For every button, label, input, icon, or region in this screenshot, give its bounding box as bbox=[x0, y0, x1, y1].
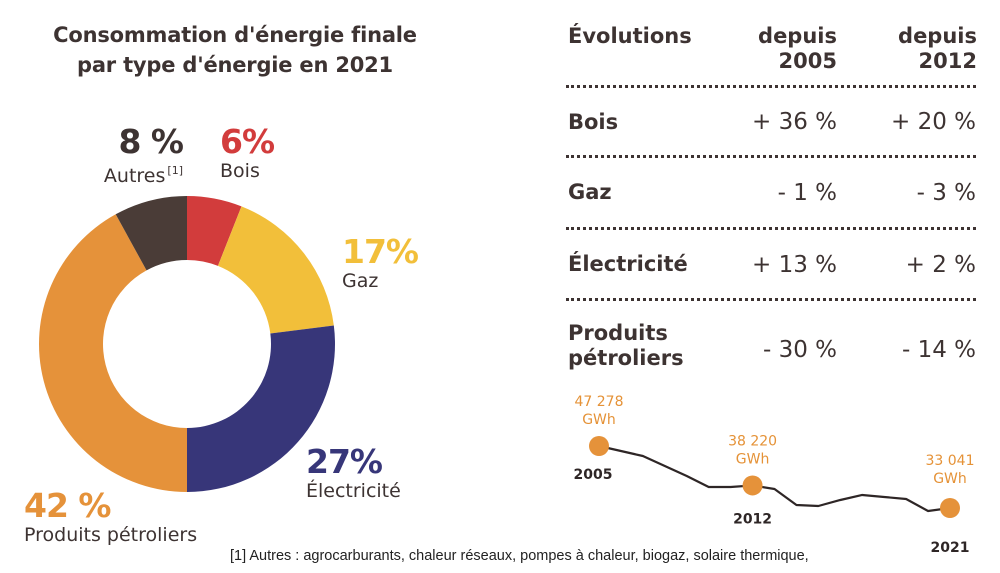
row-label-bois: Bois bbox=[568, 110, 619, 134]
unit-label-2021: GWh bbox=[933, 471, 967, 487]
pct-bois: 6% bbox=[220, 122, 275, 161]
year-label-2021: 2021 bbox=[931, 540, 970, 556]
donut-slice-bois bbox=[187, 196, 242, 266]
cell-produits-petroliers-2012: - 14 % bbox=[901, 337, 976, 363]
pct-electricite: 27% bbox=[306, 442, 383, 481]
label-autres: 8 % Autres [1] bbox=[88, 122, 184, 188]
table-header-since-2005: depuis 2005 bbox=[758, 24, 837, 73]
cell-electricite-2012: + 2 % bbox=[905, 252, 976, 278]
footnote-ref: [1] bbox=[167, 164, 183, 177]
pct-autres: 8 % bbox=[118, 122, 184, 161]
footnote: [1] Autres : agrocarburants, chaleur rés… bbox=[230, 548, 809, 564]
data-point-2012 bbox=[742, 475, 763, 496]
table-separator bbox=[566, 227, 976, 230]
row-label-gaz: Gaz bbox=[568, 180, 612, 204]
year-label-2012: 2012 bbox=[733, 511, 772, 527]
row-label-electricite: Électricité bbox=[568, 252, 688, 276]
value-label-2021: 33 041 bbox=[926, 453, 975, 469]
value-label-2005: 47 278 bbox=[575, 394, 624, 410]
cell-produits-petroliers-2005: - 30 % bbox=[762, 337, 837, 363]
name-autres: Autres [1] bbox=[103, 164, 183, 187]
table-separator bbox=[566, 85, 976, 88]
name-gaz: Gaz bbox=[342, 270, 379, 292]
donut-slice-autres bbox=[115, 196, 187, 271]
table-separator bbox=[566, 155, 976, 158]
chart-title-line-2: par type d'énergie en 2021 bbox=[77, 53, 393, 77]
chart-title-line-1: Consommation d'énergie finale bbox=[53, 23, 417, 47]
table-header-evolutions: Évolutions bbox=[568, 24, 692, 48]
table-header-since-2012: depuis 2012 bbox=[898, 24, 977, 73]
row-label-produits-petroliers: Produits pétroliers bbox=[568, 321, 684, 370]
donut-chart bbox=[38, 196, 335, 492]
name-electricite: Électricité bbox=[306, 480, 401, 502]
table-separator bbox=[566, 298, 976, 301]
donut-slice-gaz bbox=[217, 206, 334, 334]
chart-title: Consommation d'énergie finale par type d… bbox=[0, 20, 470, 80]
pct-gaz: 17% bbox=[342, 232, 419, 271]
name-bois: Bois bbox=[220, 160, 260, 182]
unit-label-2005: GWh bbox=[582, 412, 616, 428]
cell-gaz-2005: - 1 % bbox=[777, 180, 837, 206]
data-point-2005 bbox=[589, 436, 609, 456]
donut-slice-electricite bbox=[187, 325, 335, 492]
unit-label-2012: GWh bbox=[736, 451, 770, 467]
label-electricite: 27% Électricité bbox=[306, 442, 401, 503]
name-produits-petroliers: Produits pétroliers bbox=[24, 524, 198, 546]
cell-bois-2012: + 20 % bbox=[890, 109, 976, 135]
donut-slice-produits_petroliers bbox=[38, 214, 187, 492]
data-point-2021 bbox=[940, 498, 960, 518]
label-bois: 6% Bois bbox=[220, 122, 275, 183]
year-label-2005: 2005 bbox=[574, 467, 613, 483]
cell-gaz-2012: - 3 % bbox=[916, 180, 976, 206]
label-gaz: 17% Gaz bbox=[342, 232, 419, 293]
consumption-line bbox=[598, 444, 951, 513]
label-produits-petroliers: 42 % Produits pétroliers bbox=[24, 486, 198, 547]
pct-produits-petroliers: 42 % bbox=[24, 486, 111, 525]
cell-bois-2005: + 36 % bbox=[751, 109, 837, 135]
cell-electricite-2005: + 13 % bbox=[751, 252, 837, 278]
value-label-2012: 38 220 bbox=[728, 433, 777, 449]
